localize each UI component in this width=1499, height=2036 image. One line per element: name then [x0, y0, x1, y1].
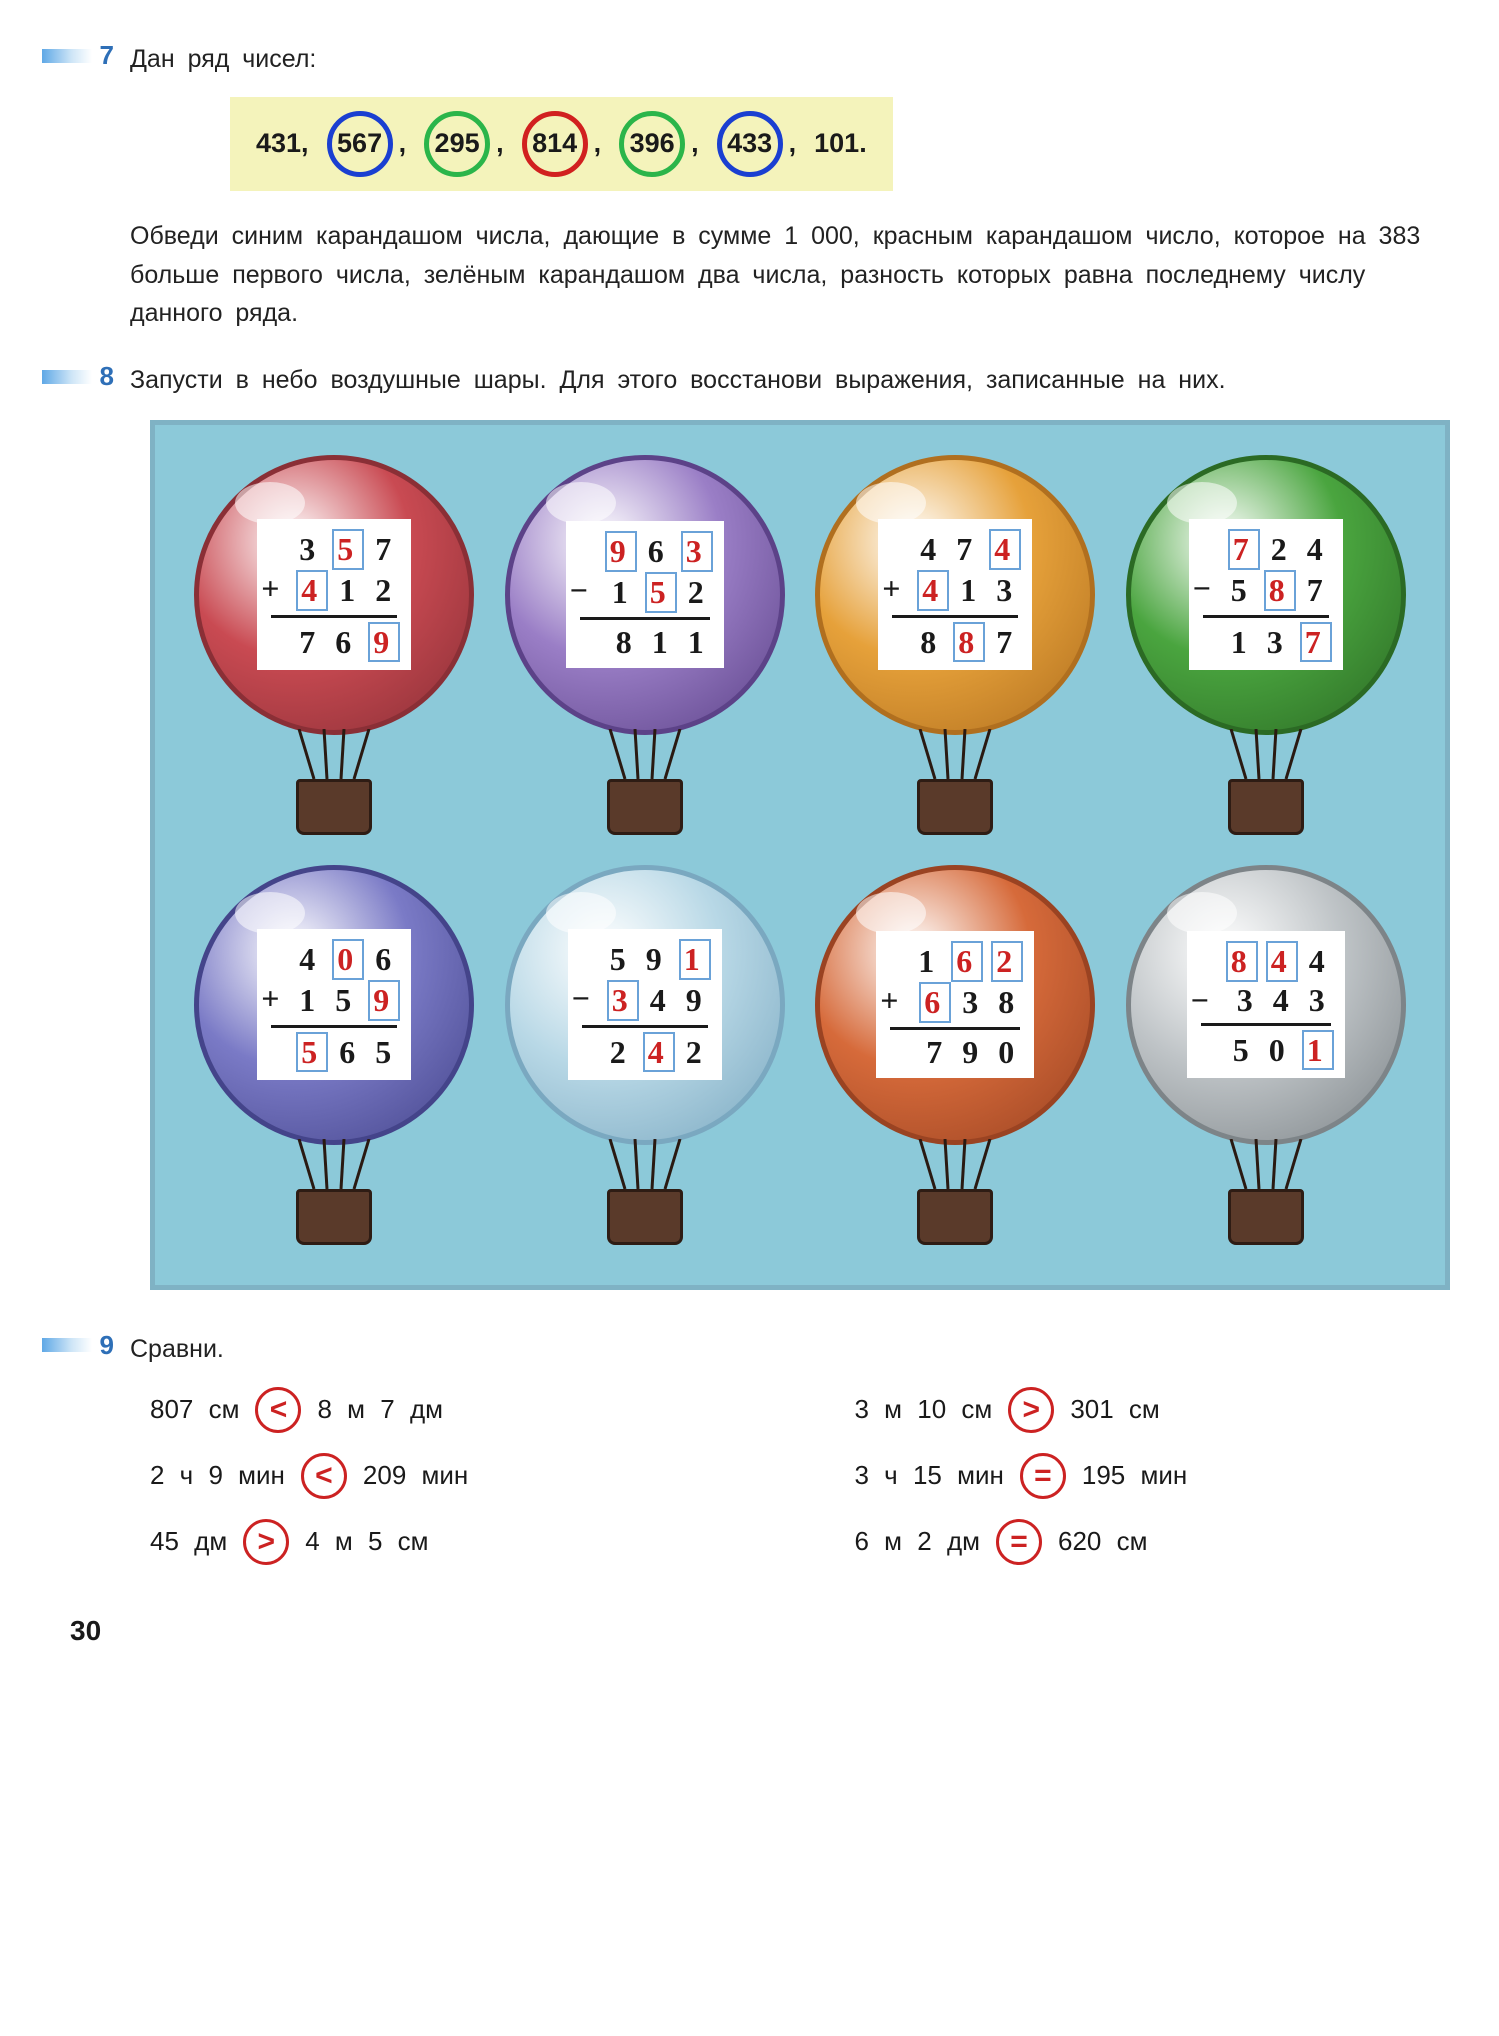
task7-header: 7 Дан ряд чисел:: [40, 40, 1439, 79]
compare-symbol: =: [996, 1519, 1042, 1565]
task7-title: Дан ряд чисел:: [130, 40, 1439, 79]
comma: ,: [594, 128, 602, 159]
comma: ,: [789, 128, 797, 159]
math-expression: 3 5 7+4 1 27 6 9: [257, 519, 411, 670]
balloon: 1 6 2+6 3 87 9 0: [815, 865, 1095, 1245]
compare-row: 6 м 2 дм = 620 см: [855, 1519, 1440, 1565]
task-number: 7: [100, 40, 114, 71]
compare-row: 807 см < 8 м 7 дм: [150, 1387, 735, 1433]
balloon-ball: 9 6 3−1 5 28 1 1: [505, 455, 785, 735]
balloon-basket: [296, 1189, 372, 1245]
balloon-ball: 4 7 4+4 1 38 8 7: [815, 455, 1095, 735]
task8-title: Запусти в небо воздушные шары. Для этого…: [130, 361, 1439, 400]
balloon-row: 3 5 7+4 1 27 6 9 9 6 3−1 5 28 1 1 4 7 4+4 …: [179, 455, 1421, 835]
compare-right: 209 мин: [363, 1460, 468, 1491]
balloon-ball: 3 5 7+4 1 27 6 9: [194, 455, 474, 735]
circled-number: 567: [327, 111, 393, 177]
math-expression: 5 9 1−3 4 92 4 2: [568, 929, 722, 1080]
task-number: 9: [100, 1330, 114, 1361]
balloon-ropes: [600, 729, 690, 779]
plain-number: 431,: [256, 128, 309, 159]
math-expression: 1 6 2+6 3 87 9 0: [876, 931, 1034, 1078]
compare-right: 301 см: [1070, 1394, 1159, 1425]
task7-para-row: Обведи синим карандашом числа, дающие в …: [40, 217, 1439, 333]
task9-header: 9 Сравни.: [40, 1330, 1439, 1369]
header-gradient: [42, 1338, 92, 1352]
math-expression: 4 7 4+4 1 38 8 7: [878, 519, 1032, 670]
number-strip: 431,567,295,814,396,433,101.: [230, 97, 893, 191]
balloon-basket: [917, 1189, 993, 1245]
balloon: 9 6 3−1 5 28 1 1: [505, 455, 785, 835]
balloon: 3 5 7+4 1 27 6 9: [194, 455, 474, 835]
compare-row: 3 ч 15 мин = 195 мин: [855, 1453, 1440, 1499]
balloon-basket: [917, 779, 993, 835]
balloon-basket: [296, 779, 372, 835]
balloon-ropes: [910, 729, 1000, 779]
comma: ,: [496, 128, 504, 159]
compare-left: 3 м 10 см: [855, 1394, 993, 1425]
math-expression: 9 6 3−1 5 28 1 1: [566, 521, 724, 668]
compare-symbol: >: [1008, 1387, 1054, 1433]
compare-row: 2 ч 9 мин < 209 мин: [150, 1453, 735, 1499]
compare-symbol: >: [243, 1519, 289, 1565]
balloon-row: 4 0 6+1 5 95 6 5 5 9 1−3 4 92 4 2 1 6 2+6 …: [179, 865, 1421, 1245]
task8-header: 8 Запусти в небо воздушные шары. Для это…: [40, 361, 1439, 400]
compare-right: 620 см: [1058, 1526, 1147, 1557]
compare-grid: 807 см < 8 м 7 дм 3 м 10 см > 301 см 2 ч 9…: [150, 1387, 1439, 1565]
balloon-ball: 7 2 4−5 8 71 3 7: [1126, 455, 1406, 735]
task-number: 8: [100, 361, 114, 392]
circled-number: 814: [522, 111, 588, 177]
compare-right: 4 м 5 см: [305, 1526, 428, 1557]
balloon-ropes: [600, 1139, 690, 1189]
header-gradient: [42, 370, 92, 384]
task-num-wrap: 7: [40, 40, 130, 71]
comma: ,: [691, 128, 699, 159]
compare-left: 2 ч 9 мин: [150, 1460, 285, 1491]
compare-symbol: <: [255, 1387, 301, 1433]
balloon: 8 4 4−3 4 35 0 1: [1126, 865, 1406, 1245]
compare-symbol: <: [301, 1453, 347, 1499]
balloon-ropes: [289, 1139, 379, 1189]
balloon-ball: 1 6 2+6 3 87 9 0: [815, 865, 1095, 1145]
balloon-ball: 4 0 6+1 5 95 6 5: [194, 865, 474, 1145]
balloon-scene: 3 5 7+4 1 27 6 9 9 6 3−1 5 28 1 1 4 7 4+4 …: [150, 420, 1450, 1290]
balloon-ball: 8 4 4−3 4 35 0 1: [1126, 865, 1406, 1145]
balloon-ropes: [289, 729, 379, 779]
circled-number: 295: [424, 111, 490, 177]
task-num-wrap: 9: [40, 1330, 130, 1361]
balloon-basket: [607, 1189, 683, 1245]
header-gradient: [42, 49, 92, 63]
compare-left: 3 ч 15 мин: [855, 1460, 1004, 1491]
balloon: 5 9 1−3 4 92 4 2: [505, 865, 785, 1245]
balloon: 7 2 4−5 8 71 3 7: [1126, 455, 1406, 835]
circled-number: 433: [717, 111, 783, 177]
balloon-ropes: [910, 1139, 1000, 1189]
page-number: 30: [70, 1615, 1439, 1647]
circled-number: 396: [619, 111, 685, 177]
compare-left: 807 см: [150, 1394, 239, 1425]
math-expression: 8 4 4−3 4 35 0 1: [1187, 931, 1345, 1078]
compare-left: 6 м 2 дм: [855, 1526, 981, 1557]
compare-right: 8 м 7 дм: [317, 1394, 443, 1425]
compare-left: 45 дм: [150, 1526, 227, 1557]
plain-number: 101.: [814, 128, 867, 159]
balloon-basket: [1228, 1189, 1304, 1245]
balloon-basket: [1228, 779, 1304, 835]
task9-title: Сравни.: [130, 1330, 1439, 1369]
compare-row: 45 дм > 4 м 5 см: [150, 1519, 735, 1565]
comma: ,: [399, 128, 407, 159]
compare-symbol: =: [1020, 1453, 1066, 1499]
task7-paragraph: Обведи синим карандашом числа, дающие в …: [130, 217, 1439, 333]
balloon-ropes: [1221, 729, 1311, 779]
math-expression: 4 0 6+1 5 95 6 5: [257, 929, 411, 1080]
task-num-wrap: 8: [40, 361, 130, 392]
balloon-basket: [607, 779, 683, 835]
balloon: 4 0 6+1 5 95 6 5: [194, 865, 474, 1245]
compare-right: 195 мин: [1082, 1460, 1187, 1491]
compare-row: 3 м 10 см > 301 см: [855, 1387, 1440, 1433]
balloon-ropes: [1221, 1139, 1311, 1189]
math-expression: 7 2 4−5 8 71 3 7: [1189, 519, 1343, 670]
balloon: 4 7 4+4 1 38 8 7: [815, 455, 1095, 835]
balloon-ball: 5 9 1−3 4 92 4 2: [505, 865, 785, 1145]
